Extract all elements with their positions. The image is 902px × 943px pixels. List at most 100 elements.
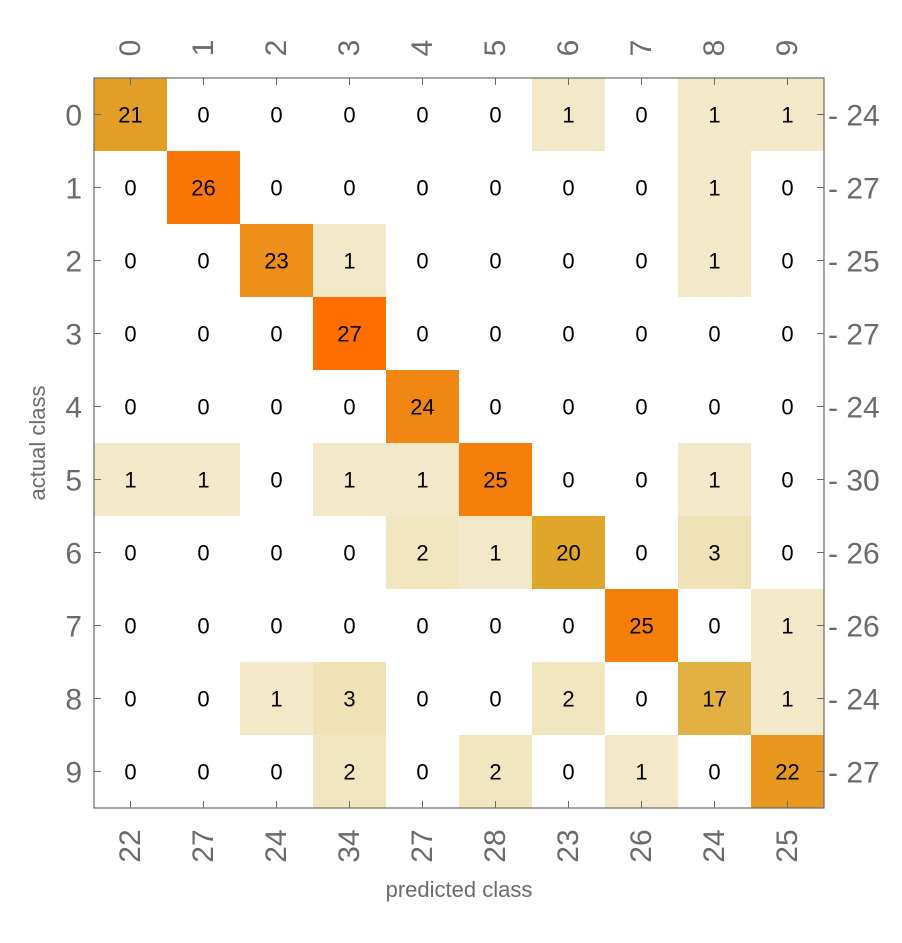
cell-5-5 (459, 443, 532, 516)
cell-value-1-2: 0 (270, 176, 282, 201)
x-tick-label-6: 6 (552, 40, 585, 57)
x-tick-label-0: 0 (114, 40, 147, 57)
x-tick-label-3: 3 (333, 40, 366, 57)
cell-value-9-0: 0 (124, 760, 136, 785)
cell-value-0-0: 21 (118, 103, 142, 128)
column-total-2: 24 (260, 829, 293, 862)
cell-value-4-4: 24 (410, 395, 434, 420)
cell-value-0-2: 0 (270, 103, 282, 128)
cell-value-2-8: 1 (708, 249, 720, 274)
cell-value-5-7: 0 (635, 468, 647, 493)
cell-value-5-0: 1 (124, 468, 136, 493)
cell-5-4 (386, 443, 459, 516)
cell-value-8-3: 3 (343, 687, 355, 712)
row-total-3: - 27 (828, 319, 880, 352)
cell-7-7 (605, 589, 678, 662)
cell-value-9-8: 0 (708, 760, 720, 785)
cell-9-3 (313, 735, 386, 808)
cell-9-5 (459, 735, 532, 808)
cell-1-8 (678, 151, 751, 224)
cell-value-2-2: 23 (264, 249, 288, 274)
y-tick-label-7: 7 (65, 611, 82, 644)
y-tick-label-2: 2 (65, 246, 82, 279)
cell-value-0-7: 0 (635, 103, 647, 128)
cell-value-5-1: 1 (197, 468, 209, 493)
y-tick-label-8: 8 (65, 684, 82, 717)
cell-value-8-4: 0 (416, 687, 428, 712)
cell-value-1-7: 0 (635, 176, 647, 201)
cell-value-4-6: 0 (562, 395, 574, 420)
cell-value-7-2: 0 (270, 614, 282, 639)
values-layer: 21 0 0 0 0 0 1 0 1 10 26 0 0 0 0 0 0 1 00 0 23 1 0 0 0 0 1 00 0 0 27 0 0… (118, 103, 799, 785)
y-tick-label-4: 4 (65, 392, 82, 425)
cell-value-6-8: 3 (708, 541, 720, 566)
cell-value-9-5: 2 (489, 760, 501, 785)
cell-4-4 (386, 370, 459, 443)
y-tick-label-5: 5 (65, 465, 82, 498)
cell-value-7-9: 1 (781, 614, 793, 639)
cell-value-0-1: 0 (197, 103, 209, 128)
cell-5-0 (94, 443, 167, 516)
cell-value-6-5: 1 (489, 541, 501, 566)
column-total-7: 26 (625, 829, 658, 862)
cell-value-0-9: 1 (781, 103, 793, 128)
cell-value-2-3: 1 (343, 249, 355, 274)
row-total-6: - 26 (828, 538, 880, 571)
cell-5-1 (167, 443, 240, 516)
cell-value-0-6: 1 (562, 103, 574, 128)
cell-value-0-8: 1 (708, 103, 720, 128)
x-tick-label-2: 2 (260, 40, 293, 57)
row-total-2: - 25 (828, 246, 880, 279)
cell-8-6 (532, 662, 605, 735)
cell-value-4-1: 0 (197, 395, 209, 420)
cell-value-7-8: 0 (708, 614, 720, 639)
cell-value-5-2: 0 (270, 468, 282, 493)
cell-value-5-6: 0 (562, 468, 574, 493)
cell-value-6-7: 0 (635, 541, 647, 566)
cell-value-2-7: 0 (635, 249, 647, 274)
cell-value-8-5: 0 (489, 687, 501, 712)
cell-value-1-5: 0 (489, 176, 501, 201)
cell-value-6-1: 0 (197, 541, 209, 566)
cell-value-3-4: 0 (416, 322, 428, 347)
cell-value-4-3: 0 (343, 395, 355, 420)
cell-7-9 (751, 589, 824, 662)
cell-value-9-4: 0 (416, 760, 428, 785)
cell-value-8-0: 0 (124, 687, 136, 712)
cell-2-8 (678, 224, 751, 297)
cell-value-7-7: 25 (629, 614, 653, 639)
cell-1-1 (167, 151, 240, 224)
cell-value-3-3: 27 (337, 322, 361, 347)
cell-value-9-6: 0 (562, 760, 574, 785)
x-tick-label-9: 9 (771, 40, 804, 57)
cell-value-5-4: 1 (416, 468, 428, 493)
ticks-layer (94, 78, 824, 808)
cell-6-8 (678, 516, 751, 589)
cell-value-7-3: 0 (343, 614, 355, 639)
cell-value-1-0: 0 (124, 176, 136, 201)
cell-value-0-5: 0 (489, 103, 501, 128)
cell-value-3-5: 0 (489, 322, 501, 347)
cell-8-2 (240, 662, 313, 735)
y-tick-label-1: 1 (65, 173, 82, 206)
cells-layer (94, 78, 824, 808)
cell-value-9-1: 0 (197, 760, 209, 785)
cell-value-6-4: 2 (416, 541, 428, 566)
row-total-5: - 30 (828, 465, 880, 498)
cell-2-2 (240, 224, 313, 297)
cell-8-9 (751, 662, 824, 735)
cell-0-0 (94, 78, 167, 151)
plot-frame (93, 77, 825, 809)
x-tick-label-7: 7 (625, 40, 658, 57)
cell-6-6 (532, 516, 605, 589)
cell-value-3-7: 0 (635, 322, 647, 347)
column-total-3: 34 (333, 829, 366, 862)
y-tick-label-0: 0 (65, 100, 82, 133)
row-total-8: - 24 (828, 684, 880, 717)
column-total-4: 27 (406, 829, 439, 862)
row-total-9: - 27 (828, 757, 880, 790)
cell-value-4-2: 0 (270, 395, 282, 420)
cell-value-9-2: 0 (270, 760, 282, 785)
